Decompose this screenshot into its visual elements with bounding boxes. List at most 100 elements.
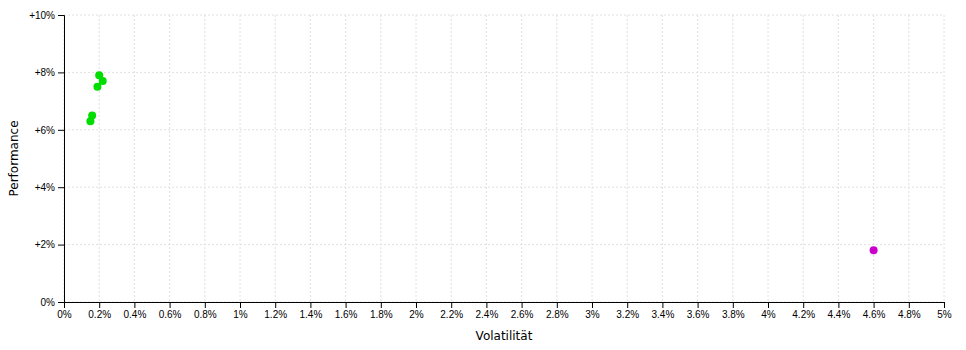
x-tick: 3.2% — [616, 302, 639, 320]
x-tick: 1% — [233, 302, 248, 320]
grid-line-x — [380, 15, 381, 302]
x-tick-mark — [698, 302, 699, 308]
grid-line-x — [662, 15, 663, 302]
y-tick-label: +4% — [35, 182, 55, 193]
x-tick-mark — [733, 302, 734, 308]
y-axis-line — [58, 16, 65, 303]
x-tick-label: 3.4% — [652, 309, 675, 320]
x-tick: 3.8% — [722, 302, 745, 320]
x-tick: 3.6% — [687, 302, 710, 320]
y-tick: +4% — [35, 182, 64, 193]
x-tick-label: 4% — [761, 309, 776, 320]
y-tick-mark — [58, 187, 64, 188]
grid-line-y — [64, 187, 944, 188]
x-tick-mark — [275, 302, 276, 308]
x-tick-label: 4.8% — [898, 309, 921, 320]
points — [86, 71, 877, 254]
x-tick-mark — [522, 302, 523, 308]
x-tick-label: 0.4% — [124, 309, 147, 320]
x-tick: 1.4% — [300, 302, 323, 320]
y-tick-mark — [58, 72, 64, 73]
y-tick: +6% — [35, 125, 64, 136]
x-tick: 2.6% — [511, 302, 534, 320]
x-tick: 2.2% — [440, 302, 463, 320]
x-tick-mark — [874, 302, 875, 308]
x-tick: 4.8% — [898, 302, 921, 320]
grid-line-x — [451, 15, 452, 302]
x-tick-label: 0.2% — [88, 309, 111, 320]
point — [93, 83, 101, 91]
x-tick-label: 4.2% — [792, 309, 815, 320]
x-tick-mark — [557, 302, 558, 308]
point — [86, 117, 94, 125]
x-tick-label: 1.2% — [264, 309, 287, 320]
chart: 0%0.2%0.4%0.6%0.8%1%1.2%1.4%1.6%1.8%2%2.… — [0, 0, 966, 350]
x-tick: 5% — [937, 302, 952, 320]
x-tick-mark — [662, 302, 663, 308]
x-tick-label: 2.6% — [511, 309, 534, 320]
y-tick-label: +6% — [35, 125, 55, 136]
y-tick-label: +8% — [35, 67, 55, 78]
y-tick-label: +2% — [35, 239, 55, 250]
y-tick: +10% — [29, 10, 64, 21]
y-tick-mark — [58, 302, 64, 303]
x-tick-label: 2.8% — [546, 309, 569, 320]
x-tick-mark — [99, 302, 100, 308]
y-tick-mark — [58, 15, 64, 16]
grid-line-x — [838, 15, 839, 302]
x-tick: 1.8% — [370, 302, 393, 320]
x-tick-label: 3.2% — [616, 309, 639, 320]
grid-line-x — [732, 15, 733, 302]
x-tick: 2% — [409, 302, 424, 320]
x-tick-mark — [240, 302, 241, 308]
grid-line-x — [134, 15, 135, 302]
y-axis-title: Performance — [7, 120, 21, 196]
grid-line-x — [592, 15, 593, 302]
x-tick: 2.4% — [476, 302, 499, 320]
x-tick-label: 0% — [57, 309, 72, 320]
x-tick-label: 3.8% — [722, 309, 745, 320]
grid-line-x — [416, 15, 417, 302]
x-tick-mark — [381, 302, 382, 308]
x-tick-mark — [486, 302, 487, 308]
grid-line-y — [64, 15, 944, 16]
x-tick: 1.6% — [335, 302, 358, 320]
x-tick-mark — [134, 302, 135, 308]
x-tick-mark — [451, 302, 452, 308]
x-tick: 4.2% — [792, 302, 815, 320]
x-tick: 4.6% — [863, 302, 886, 320]
x-tick-label: 0.6% — [159, 309, 182, 320]
x-axis: 0%0.2%0.4%0.6%0.8%1%1.2%1.4%1.6%1.8%2%2.… — [57, 302, 952, 320]
x-axis-title: Volatilität — [476, 329, 533, 343]
y-tick-mark — [58, 130, 64, 131]
grid-line-x — [486, 15, 487, 302]
x-tick-label: 3.6% — [687, 309, 710, 320]
x-tick: 0% — [57, 302, 72, 320]
x-tick: 0.4% — [124, 302, 147, 320]
x-tick-label: 2.4% — [476, 309, 499, 320]
x-tick-mark — [803, 302, 804, 308]
x-tick-label: 3% — [585, 309, 600, 320]
x-tick-mark — [346, 302, 347, 308]
x-tick-label: 1.8% — [370, 309, 393, 320]
series — [870, 246, 878, 254]
y-axis: 0% +2% +4% +6% +8% +10% — [29, 10, 64, 308]
plot: 0%0.2%0.4%0.6%0.8%1%1.2%1.4%1.6%1.8%2%2.… — [29, 10, 952, 320]
grid-line-x — [310, 15, 311, 302]
y-tick: +2% — [35, 239, 64, 250]
x-tick-label: 4.6% — [863, 309, 886, 320]
grid-line-y — [64, 129, 944, 130]
grid-line-x — [99, 15, 100, 302]
point — [870, 246, 878, 254]
x-tick-mark — [768, 302, 769, 308]
y-tick-label: 0% — [41, 297, 56, 308]
grid-line-x — [908, 15, 909, 302]
x-tick: 0.6% — [159, 302, 182, 320]
y-tick: 0% — [41, 297, 64, 308]
x-axis-line — [65, 303, 945, 309]
x-tick-mark — [944, 302, 945, 308]
x-tick-label: 2% — [409, 309, 424, 320]
x-tick-label: 2.2% — [440, 309, 463, 320]
grid-line-x — [768, 15, 769, 302]
grid-line-x — [521, 15, 522, 302]
